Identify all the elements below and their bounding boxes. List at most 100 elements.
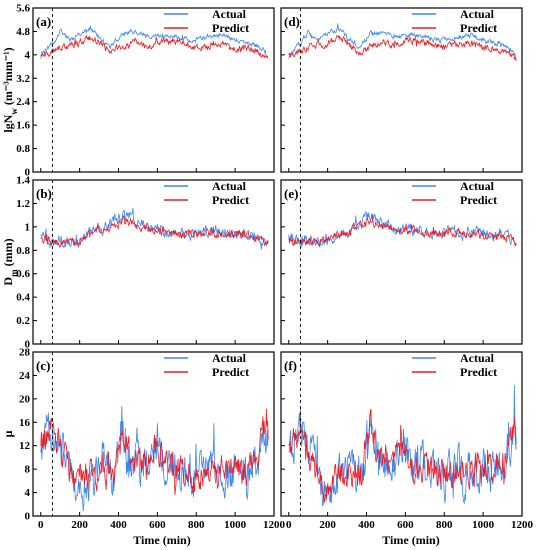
y-axis-label: Dm (mm) xyxy=(1,238,19,285)
x-tick-label: 1200 xyxy=(511,519,534,531)
y-tick-label: 1 xyxy=(25,221,31,233)
y-tick-label: 0.8 xyxy=(16,245,30,257)
legend-label-predict: Predict xyxy=(212,365,249,379)
series-predict xyxy=(288,34,517,62)
axes-frame xyxy=(280,7,523,173)
x-tick-label: 0 xyxy=(286,519,292,531)
x-tick-label: 1000 xyxy=(472,519,495,531)
y-tick-label: 0.4 xyxy=(16,292,30,304)
series-lines xyxy=(40,207,269,251)
y-tick-label: 20 xyxy=(19,393,31,405)
y-tick-label: 28 xyxy=(19,347,31,359)
y-axis-label-unit: (mm) xyxy=(1,238,15,269)
legend-label-actual: Actual xyxy=(212,351,247,365)
y-axis-label: μ xyxy=(1,430,15,437)
legend-label-predict: Predict xyxy=(212,21,249,35)
axes-frame xyxy=(32,351,275,517)
y-axis-label-subscript: w xyxy=(9,108,19,115)
x-tick-label: 800 xyxy=(436,519,453,531)
y-axis-label-main: lgN xyxy=(1,114,15,132)
x-tick-label: 800 xyxy=(188,519,205,531)
y-tick-label: 24 xyxy=(19,370,31,382)
y-tick-label: 5.6 xyxy=(16,3,30,15)
x-tick-label: 400 xyxy=(358,519,375,531)
series-lines xyxy=(40,25,269,60)
y-axis-label-unit: (m⁻³mm⁻¹) xyxy=(1,47,15,108)
axes-frame xyxy=(280,179,523,345)
series-actual xyxy=(40,405,269,512)
y-tick-label: 0 xyxy=(25,339,31,351)
panel-c: 0 4 8 12 16 20 24 28 0 200 400 600 800 1000 1200 (c) Act… xyxy=(1,347,286,532)
y-tick-label: 1.2 xyxy=(16,198,30,210)
axes-frame xyxy=(280,351,523,517)
y-tick-label: 0.8 xyxy=(16,143,30,155)
x-tick-label: 1000 xyxy=(224,519,247,531)
axes-frame xyxy=(32,179,275,345)
y-tick-label: 4 xyxy=(25,487,31,499)
y-tick-label: 8 xyxy=(25,464,31,476)
legend-label-actual: Actual xyxy=(460,179,495,193)
legend-label-actual: Actual xyxy=(212,7,247,21)
series-lines xyxy=(288,211,517,248)
series-predict xyxy=(288,216,517,248)
series-predict xyxy=(40,34,269,60)
series-predict xyxy=(40,408,269,495)
y-tick-label: 4.8 xyxy=(16,26,30,38)
series-actual xyxy=(288,23,517,59)
y-tick-label: 0.2 xyxy=(16,315,30,327)
legend-label-predict: Predict xyxy=(212,193,249,207)
panel-label: (d) xyxy=(284,14,300,29)
y-tick-label: 4 xyxy=(25,49,31,61)
x-tick-label: 200 xyxy=(319,519,336,531)
series-lines xyxy=(288,23,517,62)
series-lines xyxy=(40,405,269,512)
y-axis-label-main: μ xyxy=(1,430,15,437)
legend-label-predict: Predict xyxy=(460,193,497,207)
series-predict xyxy=(40,214,269,249)
legend-label-actual: Actual xyxy=(460,7,495,21)
panel-label: (c) xyxy=(36,358,50,373)
panel-label: (e) xyxy=(284,186,298,201)
series-predict xyxy=(288,408,517,503)
y-tick-label: 12 xyxy=(19,440,31,452)
series-actual xyxy=(288,211,517,248)
panel-label: (f) xyxy=(284,358,297,373)
series-actual xyxy=(40,207,269,251)
y-tick-label: 3.2 xyxy=(16,73,30,85)
y-axis-label-subscript: m xyxy=(9,269,19,277)
legend-label-predict: Predict xyxy=(460,365,497,379)
x-tick-label: 600 xyxy=(149,519,166,531)
x-axis-label-left: Time (min) xyxy=(133,533,190,547)
plot-grid: 00.81.62.43.244.85.6(a) ActualPredictlgNw… xyxy=(1,3,534,532)
y-tick-label: 0.6 xyxy=(16,268,30,280)
x-tick-label: 200 xyxy=(71,519,88,531)
x-tick-label: 600 xyxy=(397,519,414,531)
y-tick-label: 1.4 xyxy=(16,175,30,187)
series-lines xyxy=(288,385,517,507)
y-tick-label: 16 xyxy=(19,417,31,429)
legend-label-predict: Predict xyxy=(460,21,497,35)
x-axis-label-right: Time (min) xyxy=(382,533,439,547)
axes-frame xyxy=(32,7,275,173)
x-tick-label: 400 xyxy=(110,519,127,531)
x-tick-label: 1200 xyxy=(263,519,286,531)
y-axis-label: lgNw (m⁻³mm⁻¹) xyxy=(1,47,19,132)
x-tick-label: 0 xyxy=(38,519,44,531)
panel-label: (b) xyxy=(36,186,52,201)
series-actual xyxy=(288,385,517,507)
y-tick-label: 1.6 xyxy=(16,120,30,132)
legend-label-actual: Actual xyxy=(212,179,247,193)
panel-label: (a) xyxy=(36,14,51,29)
